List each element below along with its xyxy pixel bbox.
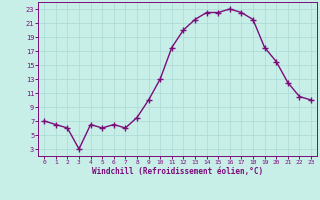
X-axis label: Windchill (Refroidissement éolien,°C): Windchill (Refroidissement éolien,°C)	[92, 167, 263, 176]
